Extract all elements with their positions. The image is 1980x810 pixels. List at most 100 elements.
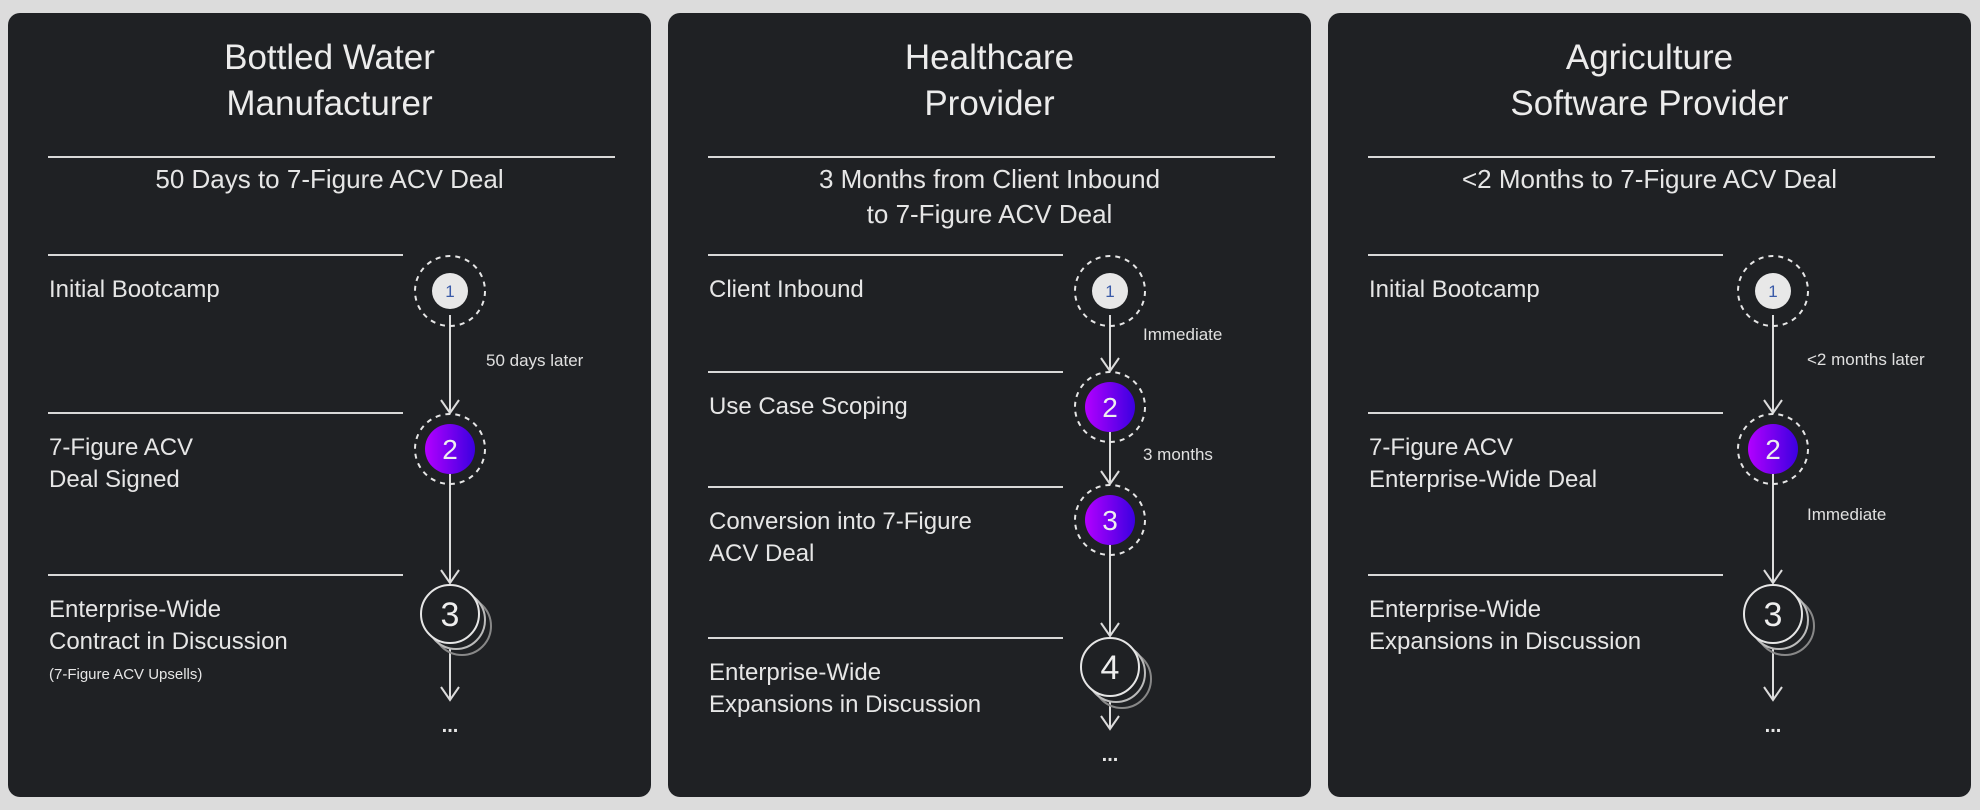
step-label: Enterprise-Wide Contract in Discussion (7-… bbox=[49, 594, 409, 688]
step-1-circle bbox=[432, 273, 468, 309]
subtitle-line: <2 Months to 7-Figure ACV Deal bbox=[1461, 164, 1838, 194]
step-label: Use Case Scoping bbox=[709, 391, 1069, 423]
step-divider bbox=[708, 486, 1063, 488]
label-line: 7-Figure ACV bbox=[1369, 434, 1514, 461]
arrow-down-icon bbox=[1763, 315, 1783, 415]
step-number: 1 bbox=[445, 282, 454, 301]
step-label: 7-Figure ACV Enterprise-Wide Deal bbox=[1369, 432, 1729, 496]
step-label: Enterprise-Wide Expansions in Discussion bbox=[1369, 594, 1729, 658]
step-3-stacked-circle-icon bbox=[420, 584, 492, 656]
label-line: Deal Signed bbox=[49, 466, 180, 493]
step-2-circle bbox=[1748, 424, 1798, 474]
label-line: Enterprise-Wide bbox=[1369, 596, 1542, 623]
continuation-ellipsis: ... bbox=[442, 715, 459, 737]
gap-label: <2 months later bbox=[1807, 350, 1925, 369]
step-number: 3 bbox=[441, 596, 460, 634]
panel-subtitle: <2 Months to 7-Figure ACV Deal bbox=[1328, 162, 1971, 197]
step-number: 2 bbox=[1102, 392, 1118, 423]
arrow-down-icon bbox=[440, 473, 460, 585]
step-number: 3 bbox=[1102, 505, 1118, 536]
panel-title: Healthcare Provider bbox=[668, 35, 1311, 127]
step-label: Conversion into 7-Figure ACV Deal bbox=[709, 506, 1069, 570]
step-divider bbox=[48, 254, 403, 256]
label-line: Initial Bootcamp bbox=[49, 276, 220, 303]
gap-label: Immediate bbox=[1807, 505, 1887, 524]
step-3-stacked-circle-icon bbox=[1743, 584, 1815, 656]
gap-label: Immediate bbox=[1143, 325, 1223, 344]
step-label: Initial Bootcamp bbox=[49, 274, 409, 306]
continuation-ellipsis: ... bbox=[1102, 744, 1119, 766]
title-line: Provider bbox=[924, 84, 1055, 123]
panel-2: Healthcare Provider 3 Months from Client … bbox=[668, 13, 1311, 797]
step-1-circle bbox=[1755, 273, 1791, 309]
step-label: Client Inbound bbox=[709, 274, 1069, 306]
continuation-ellipsis: ... bbox=[1765, 715, 1782, 737]
step-divider bbox=[1368, 412, 1723, 414]
step-divider bbox=[48, 412, 403, 414]
dashed-ring bbox=[1074, 484, 1146, 556]
timeline-graphic: 1 2 3... bbox=[1737, 255, 1815, 737]
step-number: 2 bbox=[1765, 434, 1781, 465]
step-number: 2 bbox=[442, 434, 458, 465]
title-line: Bottled Water bbox=[224, 38, 435, 77]
label-line: Use Case Scoping bbox=[709, 393, 908, 420]
step-4-stacked-circle-icon bbox=[1080, 637, 1152, 709]
dashed-ring bbox=[1074, 371, 1146, 443]
label-line: Enterprise-Wide bbox=[49, 596, 222, 623]
title-line: Manufacturer bbox=[226, 84, 433, 123]
arrow-down-icon bbox=[1100, 544, 1120, 638]
panel-subtitle: 3 Months from Client Inbound to 7-Figure … bbox=[668, 162, 1311, 232]
divider bbox=[708, 156, 1275, 158]
step-divider bbox=[708, 637, 1063, 639]
label-line: Expansions in Discussion bbox=[1369, 628, 1642, 655]
label-line: Expansions in Discussion bbox=[709, 691, 982, 718]
divider bbox=[48, 156, 615, 158]
step-label: Enterprise-Wide Expansions in Discussion bbox=[709, 657, 1069, 721]
label-line: Conversion into 7-Figure bbox=[709, 508, 972, 535]
subtitle-line: 3 Months from Client Inbound bbox=[818, 164, 1161, 194]
step-label: Initial Bootcamp bbox=[1369, 274, 1729, 306]
dashed-ring bbox=[414, 255, 486, 327]
label-line: Client Inbound bbox=[709, 276, 864, 303]
gap-label: 3 months bbox=[1143, 445, 1213, 464]
arrow-down-icon bbox=[1100, 431, 1120, 486]
title-line: Software Provider bbox=[1510, 84, 1789, 123]
title-line: Healthcare bbox=[904, 38, 1075, 77]
label-line: ACV Deal bbox=[709, 540, 815, 567]
step-divider bbox=[48, 574, 403, 576]
divider bbox=[1368, 156, 1935, 158]
step-number: 1 bbox=[1105, 282, 1114, 301]
label-line: Initial Bootcamp bbox=[1369, 276, 1540, 303]
label-line: 7-Figure ACV bbox=[49, 434, 194, 461]
step-3-circle bbox=[1085, 495, 1135, 545]
title-line: Agriculture bbox=[1565, 38, 1734, 77]
dashed-ring bbox=[1074, 255, 1146, 327]
step-1-circle bbox=[1092, 273, 1128, 309]
step-2-circle bbox=[425, 424, 475, 474]
panel-1: Bottled Water Manufacturer 50 Days to 7-F… bbox=[8, 13, 651, 797]
step-number: 3 bbox=[1764, 596, 1783, 634]
arrow-down-icon bbox=[1763, 473, 1783, 585]
step-divider bbox=[1368, 254, 1723, 256]
timeline-graphic: 1 2 3 4... bbox=[1074, 255, 1152, 766]
label-line: Enterprise-Wide bbox=[709, 659, 882, 686]
arrow-down-icon bbox=[1100, 315, 1120, 373]
panel-3: Agriculture Software Provider <2 Months t… bbox=[1328, 13, 1971, 797]
step-note: (7-Figure ACV Upsells) bbox=[49, 666, 203, 683]
timeline-graphic: 1 2 3... bbox=[414, 255, 492, 737]
dashed-ring bbox=[414, 413, 486, 485]
step-number: 1 bbox=[1768, 282, 1777, 301]
arrow-down-icon bbox=[440, 315, 460, 415]
panel-subtitle: 50 Days to 7-Figure ACV Deal bbox=[8, 162, 651, 197]
step-label: 7-Figure ACV Deal Signed bbox=[49, 432, 409, 496]
step-divider bbox=[1368, 574, 1723, 576]
label-line: Contract in Discussion bbox=[49, 628, 288, 655]
panel-title: Bottled Water Manufacturer bbox=[8, 35, 651, 127]
dashed-ring bbox=[1737, 255, 1809, 327]
gap-label: 50 days later bbox=[486, 351, 584, 370]
panel-title: Agriculture Software Provider bbox=[1328, 35, 1971, 127]
step-divider bbox=[708, 371, 1063, 373]
label-line: Enterprise-Wide Deal bbox=[1369, 466, 1598, 493]
step-2-circle bbox=[1085, 382, 1135, 432]
step-divider bbox=[708, 254, 1063, 256]
